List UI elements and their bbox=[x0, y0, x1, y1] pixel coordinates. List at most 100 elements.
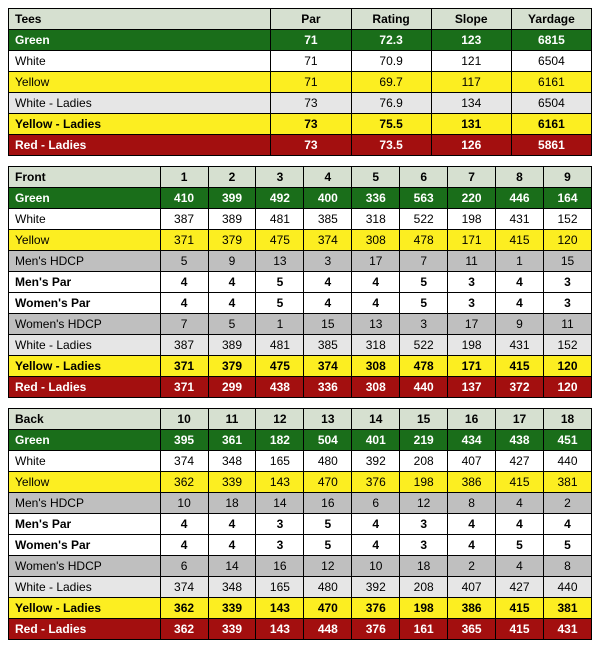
front-header-row: Front123456789 bbox=[9, 167, 592, 188]
hole-value: 208 bbox=[400, 577, 448, 598]
hole-value: 522 bbox=[400, 209, 448, 230]
row-label: Women's Par bbox=[9, 535, 161, 556]
hole-value: 308 bbox=[352, 356, 400, 377]
hole-value: 386 bbox=[448, 598, 496, 619]
hole-number: 9 bbox=[543, 167, 591, 188]
hole-value: 4 bbox=[352, 293, 400, 314]
hole-value: 18 bbox=[400, 556, 448, 577]
scorecard-row: White387389481385318522198431152 bbox=[9, 209, 592, 230]
hole-value: 152 bbox=[543, 209, 591, 230]
hole-value: 5 bbox=[543, 535, 591, 556]
scorecard-row: Yellow - Ladies3713794753743084781714151… bbox=[9, 356, 592, 377]
tee-value: 6504 bbox=[511, 51, 591, 72]
tee-value: 117 bbox=[431, 72, 511, 93]
hole-value: 161 bbox=[400, 619, 448, 640]
hole-value: 478 bbox=[400, 356, 448, 377]
hole-value: 387 bbox=[160, 335, 208, 356]
hole-value: 395 bbox=[160, 430, 208, 451]
hole-value: 407 bbox=[448, 577, 496, 598]
tee-value: 73 bbox=[271, 135, 351, 156]
tee-value: 73.5 bbox=[351, 135, 431, 156]
hole-number: 18 bbox=[543, 409, 591, 430]
hole-value: 4 bbox=[160, 535, 208, 556]
hole-value: 18 bbox=[208, 493, 256, 514]
hole-value: 3 bbox=[543, 293, 591, 314]
hole-value: 1 bbox=[256, 314, 304, 335]
hole-value: 4 bbox=[496, 514, 544, 535]
hole-value: 164 bbox=[543, 188, 591, 209]
scorecard-row: Women's HDCP7511513317911 bbox=[9, 314, 592, 335]
hole-number: 1 bbox=[160, 167, 208, 188]
hole-value: 143 bbox=[256, 619, 304, 640]
tee-value: 121 bbox=[431, 51, 511, 72]
tee-value: 6815 bbox=[511, 30, 591, 51]
hole-value: 415 bbox=[496, 619, 544, 640]
tee-name: White bbox=[9, 51, 271, 72]
hole-value: 16 bbox=[304, 493, 352, 514]
hole-value: 379 bbox=[208, 356, 256, 377]
hole-value: 219 bbox=[400, 430, 448, 451]
hole-value: 434 bbox=[448, 430, 496, 451]
hole-value: 2 bbox=[543, 493, 591, 514]
row-label: White - Ladies bbox=[9, 335, 161, 356]
hole-value: 182 bbox=[256, 430, 304, 451]
hole-value: 381 bbox=[543, 598, 591, 619]
hole-value: 17 bbox=[448, 314, 496, 335]
hole-value: 152 bbox=[543, 335, 591, 356]
hole-value: 427 bbox=[496, 577, 544, 598]
hole-value: 385 bbox=[304, 209, 352, 230]
hole-value: 387 bbox=[160, 209, 208, 230]
hole-value: 15 bbox=[543, 251, 591, 272]
hole-value: 563 bbox=[400, 188, 448, 209]
hole-value: 208 bbox=[400, 451, 448, 472]
scorecard-row: Green410399492400336563220446164 bbox=[9, 188, 592, 209]
tee-value: 71 bbox=[271, 72, 351, 93]
row-label: White - Ladies bbox=[9, 577, 161, 598]
scorecard-row: White - Ladies37434816548039220840742744… bbox=[9, 577, 592, 598]
hole-value: 8 bbox=[543, 556, 591, 577]
hole-value: 372 bbox=[496, 377, 544, 398]
hole-value: 431 bbox=[496, 209, 544, 230]
hole-number: 12 bbox=[256, 409, 304, 430]
hole-value: 4 bbox=[496, 493, 544, 514]
hole-value: 374 bbox=[160, 451, 208, 472]
hole-value: 492 bbox=[256, 188, 304, 209]
hole-number: 13 bbox=[304, 409, 352, 430]
tee-value: 6161 bbox=[511, 72, 591, 93]
hole-value: 318 bbox=[352, 209, 400, 230]
hole-value: 440 bbox=[400, 377, 448, 398]
hole-value: 400 bbox=[304, 188, 352, 209]
hole-value: 12 bbox=[400, 493, 448, 514]
row-label: Women's Par bbox=[9, 293, 161, 314]
scorecard-row: Men's HDCP10181416612842 bbox=[9, 493, 592, 514]
hole-number: 16 bbox=[448, 409, 496, 430]
row-label: White bbox=[9, 209, 161, 230]
hole-value: 431 bbox=[496, 335, 544, 356]
hole-value: 17 bbox=[352, 251, 400, 272]
hole-value: 410 bbox=[160, 188, 208, 209]
tees-row: White - Ladies7376.91346504 bbox=[9, 93, 592, 114]
hole-value: 376 bbox=[352, 472, 400, 493]
hole-value: 448 bbox=[304, 619, 352, 640]
hole-value: 5 bbox=[304, 535, 352, 556]
hole-value: 6 bbox=[160, 556, 208, 577]
hole-value: 379 bbox=[208, 230, 256, 251]
row-label: Men's Par bbox=[9, 272, 161, 293]
hole-value: 3 bbox=[304, 251, 352, 272]
hole-number: 2 bbox=[208, 167, 256, 188]
hole-value: 362 bbox=[160, 598, 208, 619]
hole-value: 371 bbox=[160, 356, 208, 377]
hole-value: 415 bbox=[496, 472, 544, 493]
scorecard-row: Green395361182504401219434438451 bbox=[9, 430, 592, 451]
hole-value: 5 bbox=[496, 535, 544, 556]
hole-value: 1 bbox=[496, 251, 544, 272]
hole-value: 9 bbox=[208, 251, 256, 272]
hole-value: 4 bbox=[160, 272, 208, 293]
hole-value: 336 bbox=[352, 188, 400, 209]
hole-value: 165 bbox=[256, 451, 304, 472]
hole-value: 4 bbox=[208, 272, 256, 293]
hole-value: 385 bbox=[304, 335, 352, 356]
hole-value: 362 bbox=[160, 472, 208, 493]
hole-value: 440 bbox=[543, 577, 591, 598]
hole-value: 504 bbox=[304, 430, 352, 451]
